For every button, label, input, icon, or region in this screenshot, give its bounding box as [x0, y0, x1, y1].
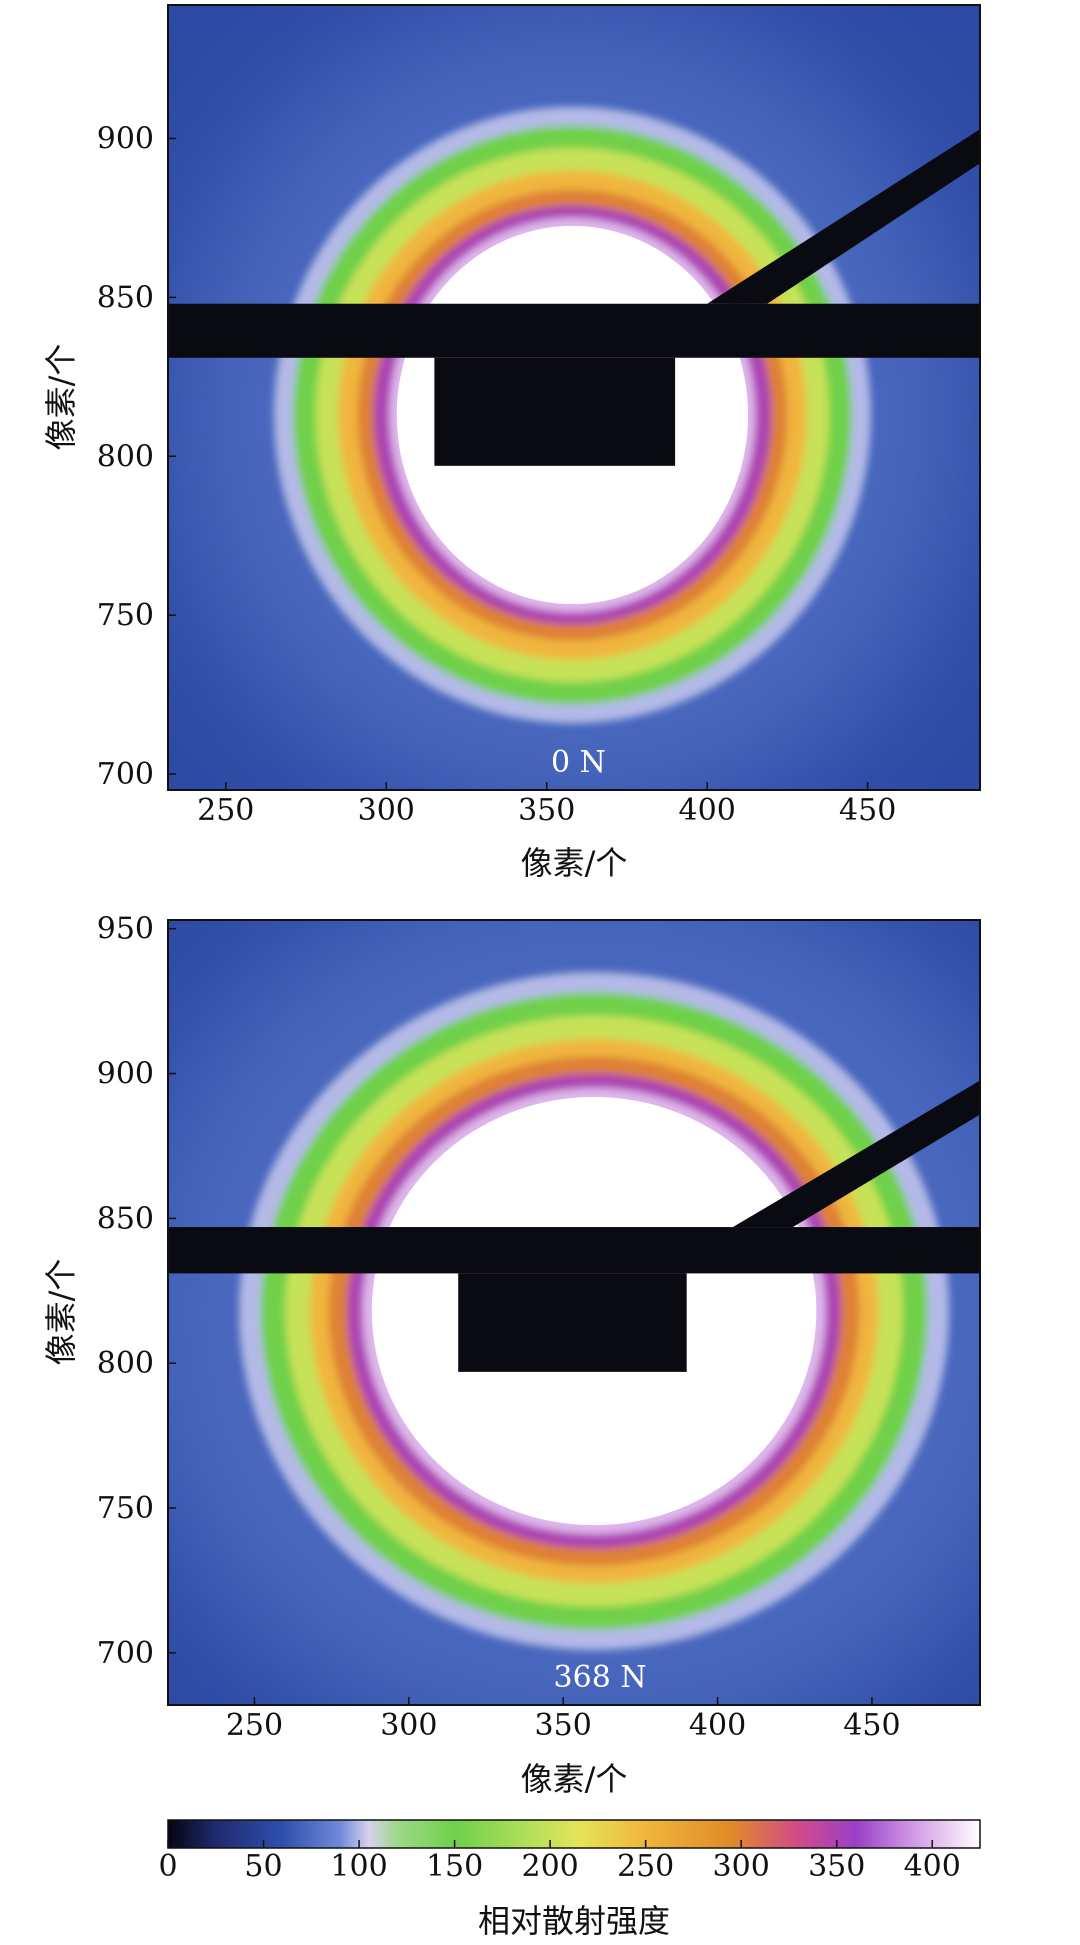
beamstop-arm: [707, 129, 980, 304]
colorbar-ticks: 0 50 100 150 200 250 300 350 400: [158, 1840, 961, 1884]
x-tick-label: 400: [679, 793, 736, 828]
colorbar-tick-label: 200: [521, 1849, 578, 1884]
colorbar-tick-label: 400: [904, 1849, 961, 1884]
y-tick-label: 900: [97, 121, 154, 156]
y-axis-title-top: 像素/个: [42, 344, 80, 451]
beamstop-block: [458, 1273, 687, 1372]
x-ticks-top: 250 300 350 400 450: [197, 782, 896, 828]
y-tick-label: 800: [97, 1346, 154, 1381]
colorbar-title: 相对散射强度: [478, 1902, 670, 1940]
plot-frame-top: [167, 4, 981, 791]
y-tick-label: 850: [97, 1201, 154, 1236]
colorbar-tick-label: 0: [158, 1849, 177, 1884]
colorbar-tick-label: 350: [808, 1849, 865, 1884]
x-tick-label: 300: [380, 1708, 437, 1743]
colorbar-tick-label: 100: [330, 1849, 387, 1884]
heatmap-plot-top: [168, 5, 980, 790]
y-tick-label: 850: [97, 280, 154, 315]
colorbar-tick-label: 50: [244, 1849, 282, 1884]
y-axis-title-bottom: 像素/个: [42, 1259, 80, 1366]
colorbar: 0 50 100 150 200 250 300 350 400 相对散射强度: [158, 1819, 981, 1940]
x-tick-label: 250: [226, 1708, 283, 1743]
x-axis-title-bottom: 像素/个: [521, 1760, 628, 1798]
colorbar-tick-label: 150: [426, 1849, 483, 1884]
x-tick-label: 300: [358, 793, 415, 828]
y-ticks-top: 700 750 800 850 900: [97, 121, 176, 792]
y-tick-label: 750: [97, 598, 154, 633]
y-tick-label: 900: [97, 1057, 154, 1092]
x-tick-label: 400: [689, 1708, 746, 1743]
x-tick-label: 350: [518, 793, 575, 828]
beamstop-bar: [168, 303, 980, 358]
colorbar-tick-label: 250: [617, 1849, 674, 1884]
chart-panel-top: 250 300 350 400 450 700 750 800 850 900 0 N 像素/个…: [42, 4, 981, 882]
x-tick-label: 250: [197, 793, 254, 828]
x-tick-label: 450: [839, 793, 896, 828]
panel-label-bottom: 368 N: [554, 1660, 647, 1695]
y-ticks-bottom: 700 750 800 850 900 950: [97, 912, 176, 1671]
heatmap-plot-bottom: [168, 920, 980, 1705]
x-tick-label: 350: [535, 1708, 592, 1743]
x-axis-title-top: 像素/个: [521, 844, 628, 882]
chart-panel-bottom: 250 300 350 400 450 700 750 800 850 900 950 368 N…: [42, 912, 981, 1798]
beamstop-block: [434, 357, 676, 466]
panel-label-top: 0 N: [551, 745, 606, 780]
colorbar-gradient: [167, 1819, 981, 1849]
y-tick-label: 950: [97, 912, 154, 947]
beamstop-bar: [168, 1227, 980, 1274]
beamstop-arm: [733, 1080, 980, 1228]
x-tick-label: 450: [843, 1708, 900, 1743]
y-tick-label: 800: [97, 439, 154, 474]
plot-frame-bottom: [167, 919, 981, 1706]
colorbar-tick-label: 300: [713, 1849, 770, 1884]
x-ticks-bottom: 250 300 350 400 450: [226, 1697, 901, 1743]
y-tick-label: 700: [97, 1636, 154, 1671]
y-tick-label: 750: [97, 1491, 154, 1526]
y-tick-label: 700: [97, 757, 154, 792]
